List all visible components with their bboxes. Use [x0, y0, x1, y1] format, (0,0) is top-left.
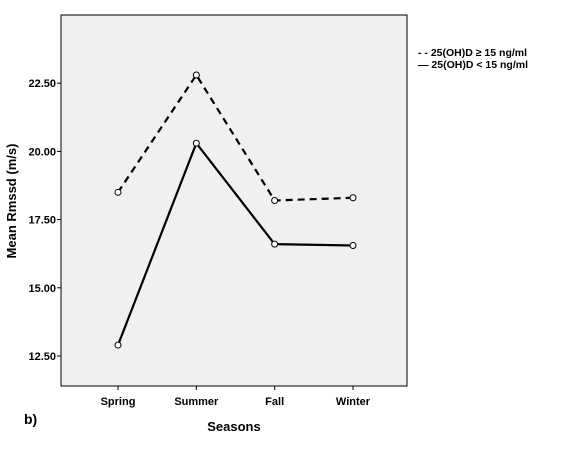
- data-point: [192, 139, 200, 147]
- data-point: [271, 240, 279, 248]
- y-axis-title: Mean Rmssd (m/s): [4, 144, 19, 259]
- data-point: [114, 341, 122, 349]
- data-point: [114, 188, 122, 196]
- panel-label: b): [24, 411, 37, 427]
- data-point: [271, 197, 279, 204]
- y-tick-label: 17.50: [28, 215, 56, 227]
- plot-area: [60, 14, 408, 387]
- series-layer: [114, 71, 357, 349]
- legend-entry-low-vitamin-d: — 25(OH)D < 15 ng/ml: [418, 59, 528, 71]
- x-tick-label: Summer: [174, 396, 219, 408]
- y-tick-label: 15.00: [28, 283, 56, 295]
- data-point: [349, 194, 357, 202]
- legend-entry-high-vitamin-d: - - 25(OH)D ≥ 15 ng/ml: [418, 47, 527, 59]
- data-point: [192, 71, 200, 79]
- x-axis-title: Seasons: [207, 419, 260, 434]
- y-tick-label: 12.50: [28, 351, 56, 363]
- series-line-1: [116, 141, 354, 346]
- x-tick-label: Winter: [336, 396, 371, 408]
- legend: - - 25(OH)D ≥ 15 ng/ml — 25(OH)D < 15 ng…: [418, 47, 528, 71]
- x-axis: Spring Summer Fall Winter: [101, 386, 371, 408]
- series-line-0: [117, 72, 354, 202]
- y-axis: 12.50 15.00 17.50 20.00 22.50: [28, 78, 61, 363]
- x-tick-label: Spring: [101, 396, 136, 408]
- y-tick-label: 22.50: [28, 78, 56, 90]
- y-tick-label: 20.00: [28, 146, 56, 158]
- data-point: [349, 242, 357, 250]
- x-tick-label: Fall: [265, 396, 284, 408]
